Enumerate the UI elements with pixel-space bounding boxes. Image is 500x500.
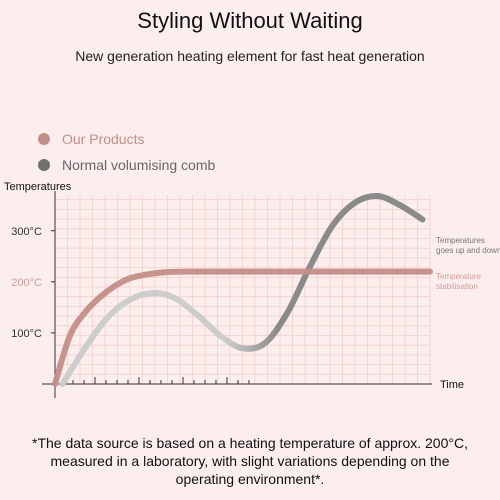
legend-label-normal-comb: Normal volumising comb (62, 157, 216, 173)
y-axis-label: Temperatures (4, 181, 72, 193)
series-line-our-products (52, 268, 433, 387)
chart-legend: Our Products Normal volumising comb (38, 126, 215, 178)
legend-label-our-products: Our Products (62, 131, 145, 147)
line-chart: 100°C 200°C 300°C Temperatures Time Temperatu… (4, 181, 500, 398)
legend-item-our-products: Our Products (38, 126, 215, 152)
annotation-our-products: Temperature stabilisation (436, 272, 481, 291)
legend-item-normal-comb: Normal volumising comb (38, 152, 215, 178)
footnote: *The data source is based on a heating t… (32, 435, 468, 487)
legend-dot-icon (38, 133, 50, 145)
y-tick-label: 100°C (11, 328, 42, 340)
annotation-normal-comb: Temperatures goes up and down (436, 236, 500, 255)
y-tick-label: 200°C (11, 277, 42, 289)
series-line-normal-volumising-comb (59, 192, 426, 387)
legend-dot-icon (38, 159, 50, 171)
x-axis-label: Time (440, 379, 464, 391)
page-title: Styling Without Waiting (137, 8, 363, 33)
page-subtitle: New generation heating element for fast … (75, 48, 425, 64)
y-tick-label: 300°C (11, 226, 42, 238)
